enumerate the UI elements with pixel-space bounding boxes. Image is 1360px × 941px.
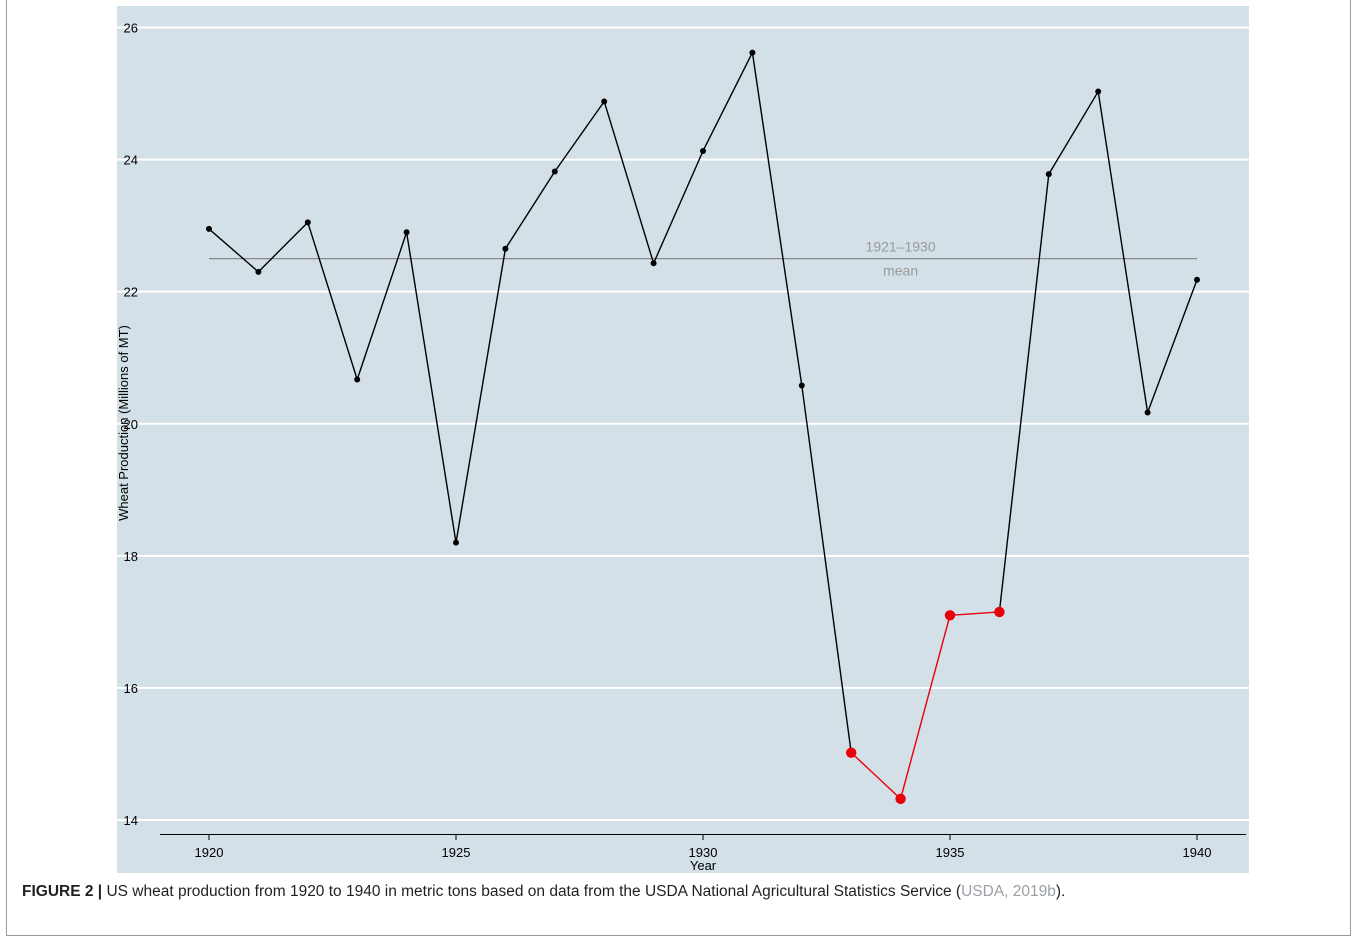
caption-end: ).	[1055, 883, 1066, 900]
x-axis: 1920 1925 1930 1935 1940	[160, 834, 1246, 860]
line-segment	[455, 248, 507, 543]
data-point	[255, 268, 262, 275]
data-point	[1144, 409, 1151, 416]
gridlines	[117, 26, 1249, 821]
plot-background	[117, 6, 1249, 873]
x-tick-label: 1930	[689, 845, 718, 860]
figure-caption: FIGURE 2 | US wheat production from 1920…	[22, 883, 1342, 901]
y-tick-label: 14	[124, 813, 138, 828]
data-point	[551, 168, 558, 175]
y-tick-label: 20	[124, 417, 138, 432]
y-tick-label: 22	[124, 285, 138, 300]
data-point	[1045, 171, 1052, 178]
caption-label: FIGURE 2 |	[22, 883, 103, 900]
mean-label-line2: mean	[883, 263, 918, 279]
caption-text: US wheat production from 1920 to 1940 in…	[102, 883, 962, 900]
data-point	[453, 539, 459, 546]
line-segment	[1048, 91, 1099, 175]
mean-label-line1: 1921–1930	[866, 239, 936, 255]
data-point	[403, 229, 410, 236]
data-point	[798, 382, 805, 389]
series-lines	[208, 52, 1198, 800]
y-tick-label: 26	[124, 21, 138, 36]
data-point	[601, 98, 608, 105]
series-points	[206, 49, 1200, 805]
y-tick-label: 18	[124, 549, 138, 564]
line-segment	[801, 385, 852, 753]
line-segment	[257, 221, 309, 273]
data-point	[1095, 88, 1102, 95]
mean-label: 1921–1930 mean	[866, 239, 936, 279]
figure-frame	[6, 0, 1351, 936]
x-tick-label: 1935	[936, 845, 965, 860]
line-segment	[603, 101, 655, 264]
y-axis-title: Wheat Production (Millions of MT)	[116, 325, 131, 521]
line-segment	[307, 222, 358, 380]
line-segment	[1146, 279, 1198, 413]
line-segment	[702, 52, 754, 152]
line-segment	[1097, 91, 1149, 413]
data-point	[206, 225, 212, 232]
line-segment	[899, 615, 951, 800]
line-segment	[554, 101, 605, 172]
data-point	[354, 376, 361, 383]
x-tick-label: 1920	[195, 845, 224, 860]
y-tick-label: 24	[124, 153, 138, 168]
line-segment	[652, 150, 704, 264]
x-axis-title: Year	[690, 858, 717, 873]
data-point	[650, 260, 657, 267]
line-segment	[850, 752, 902, 800]
caption-citation-link[interactable]: USDA, 2019b	[961, 883, 1056, 900]
data-point	[846, 747, 857, 758]
data-point	[994, 606, 1005, 618]
line-segment	[998, 174, 1050, 613]
line-segment	[751, 52, 803, 386]
line-segment	[504, 171, 556, 250]
data-point	[502, 245, 509, 252]
data-point	[700, 147, 706, 154]
data-point	[304, 219, 311, 226]
data-point	[1194, 276, 1200, 283]
y-tick-label: 16	[124, 681, 138, 696]
x-tick-label: 1925	[442, 845, 471, 860]
line-segment	[405, 232, 457, 543]
y-axis: 14 16 18 20 22 24 26	[124, 21, 138, 829]
data-point	[895, 793, 906, 805]
line-segment	[208, 228, 259, 273]
line-chart: 1921–1930 mean 1920 1925 1930 1935 1940 14 16…	[116, 6, 1249, 873]
line-segment	[356, 232, 408, 380]
data-point	[944, 610, 956, 621]
x-tick-label: 1940	[1183, 845, 1212, 860]
line-segment	[949, 611, 1000, 616]
data-point	[749, 49, 756, 56]
